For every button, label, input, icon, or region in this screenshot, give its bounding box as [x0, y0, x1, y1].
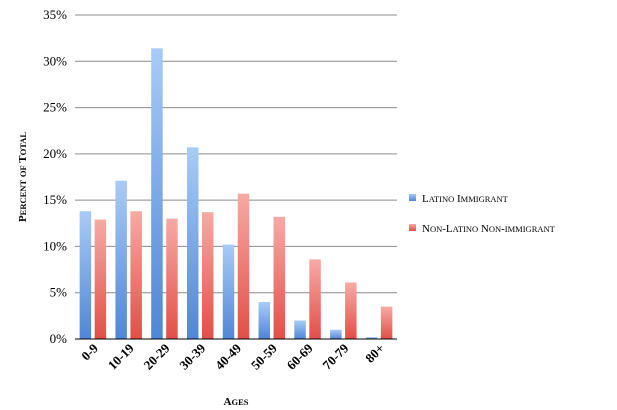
y-tick-label: 30%: [43, 53, 67, 68]
bar-latino-immigrant-0-9: [79, 211, 92, 339]
y-tick-label: 25%: [43, 100, 67, 115]
x-tick-labels: 0-9 10-19 20-29 30-39 40-49 50-59 60-69 70-79 80…: [78, 340, 387, 372]
y-tick-label: 35%: [43, 7, 67, 22]
y-tick-labels: 0% 5% 10% 15% 20% 25% 30% 35%: [43, 7, 67, 346]
bar-non-latino-non-immigrant-0-9: [94, 219, 107, 339]
legend-label: NON-LATINO NON-IMMIGRANT: [422, 223, 556, 235]
bar-non-latino-non-immigrant-10-19: [130, 211, 142, 339]
bar-latino-immigrant-20-29: [151, 48, 163, 339]
x-tick-label: 10-19: [105, 340, 137, 372]
bar-non-latino-non-immigrant-50-59: [273, 216, 286, 339]
bar-non-latino-non-immigrant-40-49: [237, 193, 250, 339]
x-tick-label: 0-9: [78, 340, 101, 363]
gridlines: [75, 14, 397, 340]
bar-non-latino-non-immigrant-60-69: [309, 259, 321, 339]
bar-non-latino-non-immigrant-70-79: [345, 282, 357, 339]
bar-latino-immigrant-80+: [365, 337, 378, 339]
bar-non-latino-non-immigrant-20-29: [166, 218, 178, 339]
legend-swatch: [409, 224, 416, 231]
bar-non-latino-non-immigrant-30-39: [201, 212, 214, 339]
y-tick-label: 5%: [50, 285, 68, 300]
bar-latino-immigrant-30-39: [186, 147, 199, 339]
x-tick-label: 30-39: [176, 340, 208, 372]
bar-latino-immigrant-60-69: [294, 320, 306, 339]
x-tick-label: 60-69: [284, 340, 316, 372]
legend: LATINO IMMIGRANT NON-LATINO NON-IMMIGRANT: [409, 193, 556, 235]
bars: [79, 48, 393, 339]
bar-non-latino-non-immigrant-80+: [380, 306, 393, 339]
legend-label: LATINO IMMIGRANT: [422, 193, 509, 205]
y-axis-title: PERCENT OF TOTAL: [17, 132, 29, 222]
y-tick-label: 15%: [43, 192, 67, 207]
x-tick-label: 40-49: [212, 340, 244, 372]
bar-latino-immigrant-70-79: [330, 329, 342, 339]
y-tick-label: 20%: [43, 146, 67, 161]
x-axis-title: AGES: [224, 396, 249, 408]
x-tick-label: 70-79: [319, 340, 351, 372]
x-tick-label: 50-59: [248, 340, 280, 372]
bar-latino-immigrant-10-19: [115, 180, 127, 339]
y-tick-label: 10%: [43, 238, 67, 253]
legend-swatch: [409, 194, 416, 201]
bar-latino-immigrant-40-49: [222, 244, 235, 339]
bar-latino-immigrant-50-59: [258, 301, 271, 339]
y-tick-label: 0%: [50, 331, 68, 346]
x-tick-label: 80+: [362, 341, 387, 366]
x-tick-label: 20-29: [141, 340, 173, 372]
